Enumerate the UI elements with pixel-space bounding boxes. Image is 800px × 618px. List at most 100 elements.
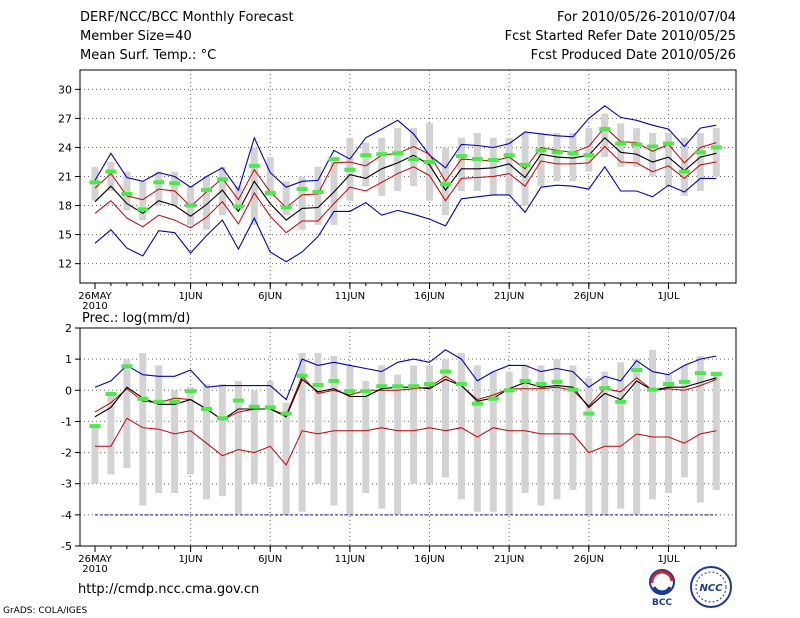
- prec-median-mark: [312, 382, 324, 387]
- prec-ytick-label: -5: [61, 540, 72, 553]
- prec-range-bar: [394, 374, 402, 515]
- temp-range-bar: [664, 132, 672, 187]
- prec-ytick-label: -2: [61, 447, 72, 460]
- temp-lower-envelope: [94, 165, 717, 263]
- prec-range-bar: [680, 365, 688, 478]
- temp-median-mark: [408, 157, 420, 162]
- temp-median-mark: [599, 127, 611, 132]
- temp-median-mark: [455, 154, 467, 159]
- prec-median-mark: [360, 389, 372, 394]
- prec-range-bar: [234, 380, 242, 515]
- prec-median-mark: [710, 372, 722, 377]
- prec-xtick-year: 2010: [82, 564, 107, 575]
- prec-median-mark: [153, 399, 165, 404]
- temp-xtick-label: 1JUN: [179, 291, 203, 302]
- footer-credit: GrADS: COLA/IGES: [3, 606, 88, 616]
- prec-median-mark: [185, 389, 197, 394]
- header-title: DERF/NCC/BCC Monthly Forecast: [80, 10, 294, 25]
- ncc-logo-text: NCC: [699, 583, 723, 594]
- prec-range-bar: [553, 359, 561, 500]
- prec-range-bar: [298, 352, 306, 512]
- prec-xtick-label: 21JUN: [494, 554, 524, 565]
- temp-range-bar: [505, 137, 513, 196]
- temp-range-bar: [314, 166, 322, 225]
- temp-range-bar: [123, 171, 131, 211]
- temp-median-mark: [424, 159, 436, 164]
- temp-ytick-label: 12: [58, 258, 72, 271]
- temp-median-mark: [631, 142, 643, 147]
- prec-ytick-label: 0: [65, 384, 72, 397]
- temp-range-bar: [633, 128, 641, 167]
- temp-range-bar: [601, 113, 609, 158]
- temp-xtick-year: 2010: [82, 301, 107, 312]
- prec-range-bar: [282, 402, 290, 515]
- temp-xtick-label: 1JUL: [657, 291, 680, 302]
- prec-range-bar: [457, 352, 465, 500]
- temp-range-bar: [203, 176, 211, 230]
- prec-median-mark: [121, 364, 133, 369]
- temp-range-bar: [298, 176, 306, 230]
- temp-median-mark: [519, 162, 531, 167]
- temp-range-bar: [394, 128, 402, 192]
- prec-range-bar: [362, 380, 370, 494]
- header-produced-date: Fcst Produced Date 2010/05/26: [530, 48, 736, 63]
- prec-median-mark: [169, 399, 181, 404]
- prec-range-bar: [123, 359, 131, 469]
- temp-range-bar: [234, 186, 242, 211]
- temp-upper-envelope: [94, 105, 717, 192]
- prec-ytick-label: 1: [65, 353, 72, 366]
- prec-range-bar: [569, 365, 577, 490]
- temp-median-mark: [185, 203, 197, 208]
- prec-range-bar: [633, 359, 641, 515]
- prec-median-mark: [201, 406, 213, 411]
- temp-range-bar: [330, 161, 338, 225]
- temp-range-bar: [649, 132, 657, 177]
- header-start-date: Fcst Started Refer Date 2010/05/25: [504, 29, 736, 44]
- prec-median-mark: [503, 388, 515, 393]
- temp-median-mark: [232, 204, 244, 209]
- prec-median-mark: [471, 401, 483, 406]
- prec-range-bar: [585, 377, 593, 515]
- temp-range-bar: [282, 181, 290, 216]
- prec-median-mark: [615, 399, 627, 404]
- temp-range-bar: [712, 128, 720, 177]
- prec-median-mark: [455, 382, 467, 387]
- temp-median-mark: [535, 148, 547, 153]
- temp-upper-percentile: [94, 126, 717, 209]
- temp-ytick-label: 27: [58, 112, 72, 125]
- temp-median-mark: [392, 151, 404, 156]
- prec-ytick-label: -4: [61, 509, 72, 522]
- temp-median-mark: [105, 169, 117, 174]
- temp-median-mark: [487, 158, 499, 163]
- prec-range-bar: [410, 365, 418, 484]
- prec-median-mark: [376, 384, 388, 389]
- prec-range-bar: [107, 393, 115, 475]
- prec-median-mark: [424, 382, 436, 387]
- prec-upper-envelope: [94, 349, 717, 401]
- temp-ytick-label: 30: [58, 83, 72, 96]
- prec-mean-line: [94, 377, 717, 421]
- prec-ytick-label: -3: [61, 478, 72, 491]
- temp-median-mark: [216, 177, 228, 182]
- prec-median-mark: [599, 386, 611, 391]
- temp-median-mark: [89, 180, 101, 185]
- prec-range-bar: [378, 365, 386, 509]
- temp-median-mark: [137, 207, 149, 212]
- prec-xtick-label: 1JUN: [179, 554, 203, 565]
- prec-ytick-label: 2: [65, 322, 72, 335]
- prec-median-mark: [647, 387, 659, 392]
- prec-median-mark: [328, 378, 340, 383]
- prec-xtick-label: 6JUN: [258, 554, 282, 565]
- temp-mean-line: [94, 137, 717, 221]
- temp-median-mark: [169, 181, 181, 186]
- prec-range-bar: [203, 384, 211, 500]
- prec-range-bar: [664, 374, 672, 494]
- temp-range-bar: [457, 137, 465, 192]
- temp-median-mark: [153, 180, 165, 185]
- prec-range-bar: [521, 365, 529, 494]
- temp-xtick-label: 26MAY: [78, 291, 112, 302]
- temp-median-mark: [694, 150, 706, 155]
- prec-median-mark: [105, 392, 117, 397]
- prec-range-bar: [649, 349, 657, 500]
